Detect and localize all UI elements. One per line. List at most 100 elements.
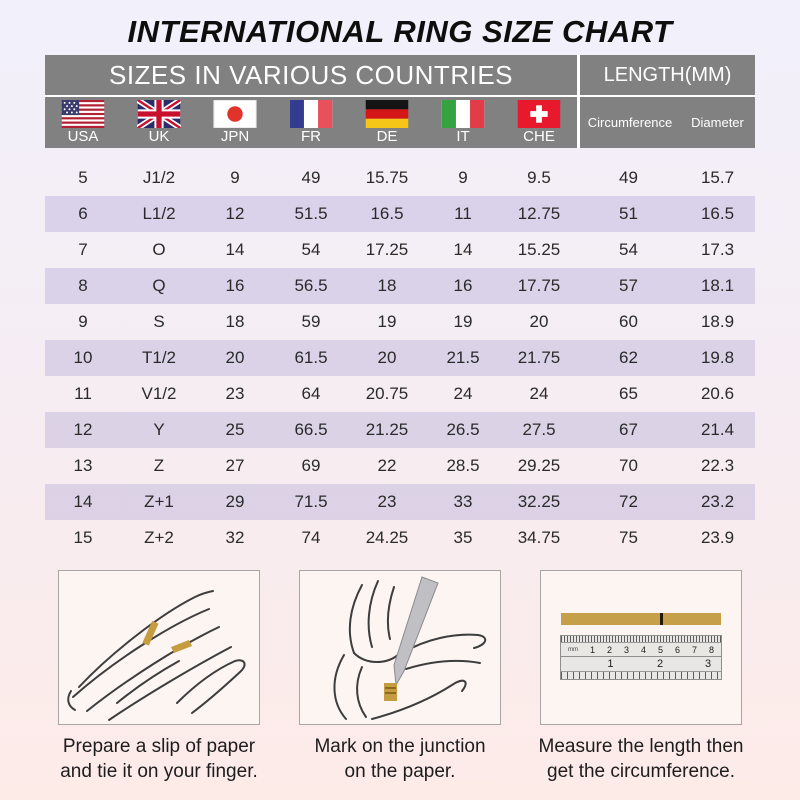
instruction-caption: Prepare a slip of paper and tie it on yo… <box>45 734 273 784</box>
cell: 20 <box>349 340 425 376</box>
cell: Q <box>121 268 197 304</box>
table-row: 8 Q 16 56.5 18 16 17.75 57 18.1 <box>45 268 755 304</box>
cell: 32.25 <box>501 484 577 520</box>
cell: 27 <box>225 456 245 475</box>
cell: 16 <box>197 268 273 304</box>
country-che: CHE <box>501 97 577 148</box>
italy-flag-icon <box>441 100 485 128</box>
cell: 67 <box>577 412 680 448</box>
ruler-fine-ticks <box>561 636 721 643</box>
country-uk: UK <box>121 97 197 148</box>
cell: 9.5 <box>527 168 551 187</box>
cell: L1/2 <box>121 196 197 232</box>
ruler-cm-number: 6 <box>674 644 680 655</box>
table-row: 6 L1/2 12 51.5 16.5 11 12.75 51 16.5 <box>45 196 755 232</box>
country-jpn: JPN <box>197 97 273 148</box>
cell: 21.25 <box>349 412 425 448</box>
cell: V1/2 <box>141 384 177 403</box>
cell: 51.5 <box>273 196 349 232</box>
cell: 54 <box>301 240 321 259</box>
illustration-box: mm 1 2 3 4 5 6 7 8 1 2 3 <box>540 570 742 725</box>
cell: 14 <box>453 240 473 259</box>
cell: 75 <box>619 528 638 547</box>
usa-flag-icon <box>61 100 105 128</box>
instruction-caption: Mark on the junction on the paper. <box>286 734 514 784</box>
table-row: 15 Z+2 32 74 24.25 35 34.75 75 23.9 <box>45 520 755 556</box>
cell: 24 <box>453 384 473 403</box>
ruler-cm-number: 1 <box>589 644 595 655</box>
cell: 19 <box>377 312 397 331</box>
length-header: LENGTH(MM) <box>580 55 755 95</box>
cell: 20 <box>197 340 273 376</box>
ruler-graphic: mm 1 2 3 4 5 6 7 8 1 2 3 <box>560 635 722 680</box>
instruction-caption: Measure the length then get the circumfe… <box>527 734 755 784</box>
country-label: JPN <box>220 128 250 145</box>
cell: 16.5 <box>349 196 425 232</box>
cell: 33 <box>425 484 501 520</box>
cell: 74 <box>301 528 321 547</box>
cell: 29 <box>197 484 273 520</box>
cell: 60 <box>619 312 638 331</box>
cell: Z+1 <box>121 484 197 520</box>
size-chart: SIZES IN VARIOUS COUNTRIES LENGTH(MM) US… <box>45 55 755 556</box>
cell: 19 <box>453 312 473 331</box>
ruler-coarse-ticks <box>561 671 721 679</box>
cell: 29.25 <box>517 456 561 475</box>
cell: 23 <box>225 384 245 403</box>
measuring-instructions: Prepare a slip of paper and tie it on yo… <box>45 570 755 784</box>
country-usa: USA <box>45 97 121 148</box>
cell: 59 <box>301 312 321 331</box>
cell: 23.2 <box>680 484 755 520</box>
cell: 11 <box>425 196 501 232</box>
cell: 18 <box>225 312 245 331</box>
country-label: UK <box>148 128 170 145</box>
cell: 18.1 <box>680 268 755 304</box>
country-label: USA <box>67 128 99 145</box>
cell: 54 <box>619 240 638 259</box>
table-row: 12 Y 25 66.5 21.25 26.5 27.5 67 21.4 <box>45 412 755 448</box>
ruler-inch-numbers: 1 2 3 <box>561 656 721 671</box>
switzerland-flag-icon <box>517 100 561 128</box>
cell: 12 <box>45 412 121 448</box>
instruction-step-3: mm 1 2 3 4 5 6 7 8 1 2 3 <box>527 570 755 784</box>
ruler-inch-number: 2 <box>657 658 664 670</box>
cell: 62 <box>577 340 680 376</box>
paper-strip-graphic <box>561 613 721 625</box>
cell: J1/2 <box>142 168 176 187</box>
ruler-cm-number: 7 <box>691 644 697 655</box>
cell: 66.5 <box>273 412 349 448</box>
cell: 5 <box>78 168 88 187</box>
cell: 34.75 <box>517 528 561 547</box>
length-subheaders: Circumference Diameter <box>580 97 755 148</box>
cell: 70 <box>619 456 638 475</box>
cell: 15.25 <box>517 240 561 259</box>
country-label: FR <box>301 128 321 145</box>
cell: Z <box>153 456 165 475</box>
cell: 65 <box>619 384 638 403</box>
table-row: 11 V1/2 23 64 20.75 24 24 65 20.6 <box>45 376 755 412</box>
cell: 56.5 <box>273 268 349 304</box>
cell: 26.5 <box>425 412 501 448</box>
cell: 7 <box>78 240 88 259</box>
cell: 9 <box>458 168 468 187</box>
cell: 23 <box>349 484 425 520</box>
cell: S <box>153 312 165 331</box>
cell: 57 <box>577 268 680 304</box>
cell: O <box>152 240 166 259</box>
cell: 12 <box>197 196 273 232</box>
country-label: DE <box>376 128 398 145</box>
country-de: DE <box>349 97 425 148</box>
germany-flag-icon <box>365 100 409 128</box>
cell: 8 <box>45 268 121 304</box>
cell: 49 <box>301 168 321 187</box>
cell: T1/2 <box>121 340 197 376</box>
instruction-step-2: Mark on the junction on the paper. <box>286 570 514 784</box>
ring-size-table: 5 J1/2 9 49 15.75 9 9.5 49 15.7 6 L1/2 12 51.5 16.5 1… <box>45 160 755 556</box>
cell: 14 <box>225 240 245 259</box>
cell: Z+2 <box>144 528 174 547</box>
country-it: IT <box>425 97 501 148</box>
cell: 21.5 <box>425 340 501 376</box>
cell: 15.75 <box>365 168 409 187</box>
country-label: CHE <box>523 128 555 145</box>
instruction-step-1: Prepare a slip of paper and tie it on yo… <box>45 570 273 784</box>
